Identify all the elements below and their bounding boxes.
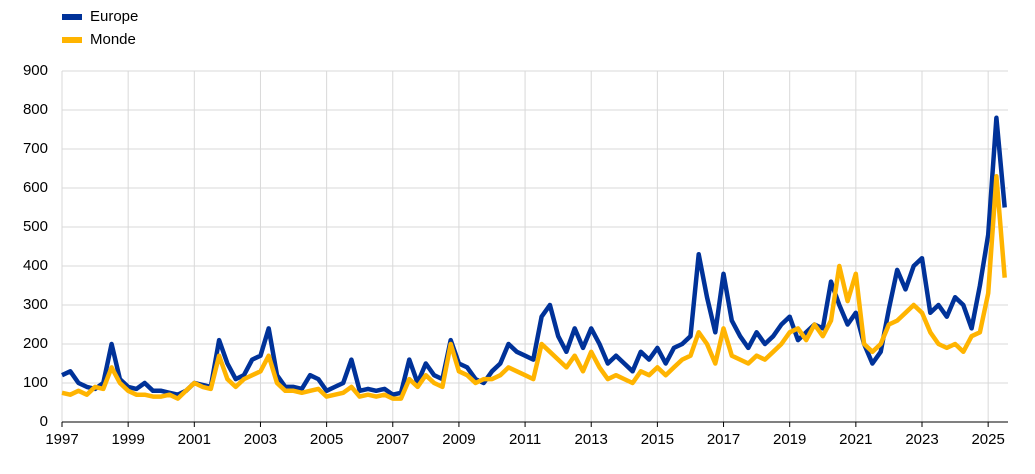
y-tick-label: 400 xyxy=(23,257,48,274)
x-tick-label: 2015 xyxy=(641,431,674,448)
y-tick-label: 700 xyxy=(23,140,48,157)
x-tick-label: 2019 xyxy=(773,431,806,448)
x-tick-label: 2009 xyxy=(442,431,475,448)
y-tick-label: 500 xyxy=(23,218,48,235)
x-tick-label: 2021 xyxy=(839,431,872,448)
y-tick-label: 0 xyxy=(40,413,48,430)
legend-label: Monde xyxy=(90,31,136,48)
y-tick-label: 200 xyxy=(23,335,48,352)
x-tick-label: 2017 xyxy=(707,431,740,448)
y-tick-label: 900 xyxy=(23,62,48,79)
y-tick-label: 800 xyxy=(23,101,48,118)
x-tick-label: 1997 xyxy=(45,431,78,448)
x-tick-label: 2005 xyxy=(310,431,343,448)
legend-swatch xyxy=(62,14,82,20)
legend-swatch xyxy=(62,37,82,43)
x-tick-label: 1999 xyxy=(111,431,144,448)
legend-label: Europe xyxy=(90,8,138,25)
x-tick-label: 2001 xyxy=(178,431,211,448)
series-line xyxy=(61,174,1007,401)
y-tick-label: 300 xyxy=(23,296,48,313)
x-tick-label: 2011 xyxy=(509,431,541,448)
x-tick-label: 2023 xyxy=(905,431,938,448)
x-tick-label: 2025 xyxy=(971,431,1004,448)
y-tick-label: 100 xyxy=(23,374,48,391)
series-line xyxy=(61,115,1007,397)
x-tick-label: 2013 xyxy=(575,431,608,448)
x-tick-label: 2007 xyxy=(376,431,409,448)
x-tick-label: 2003 xyxy=(244,431,277,448)
y-tick-label: 600 xyxy=(23,179,48,196)
